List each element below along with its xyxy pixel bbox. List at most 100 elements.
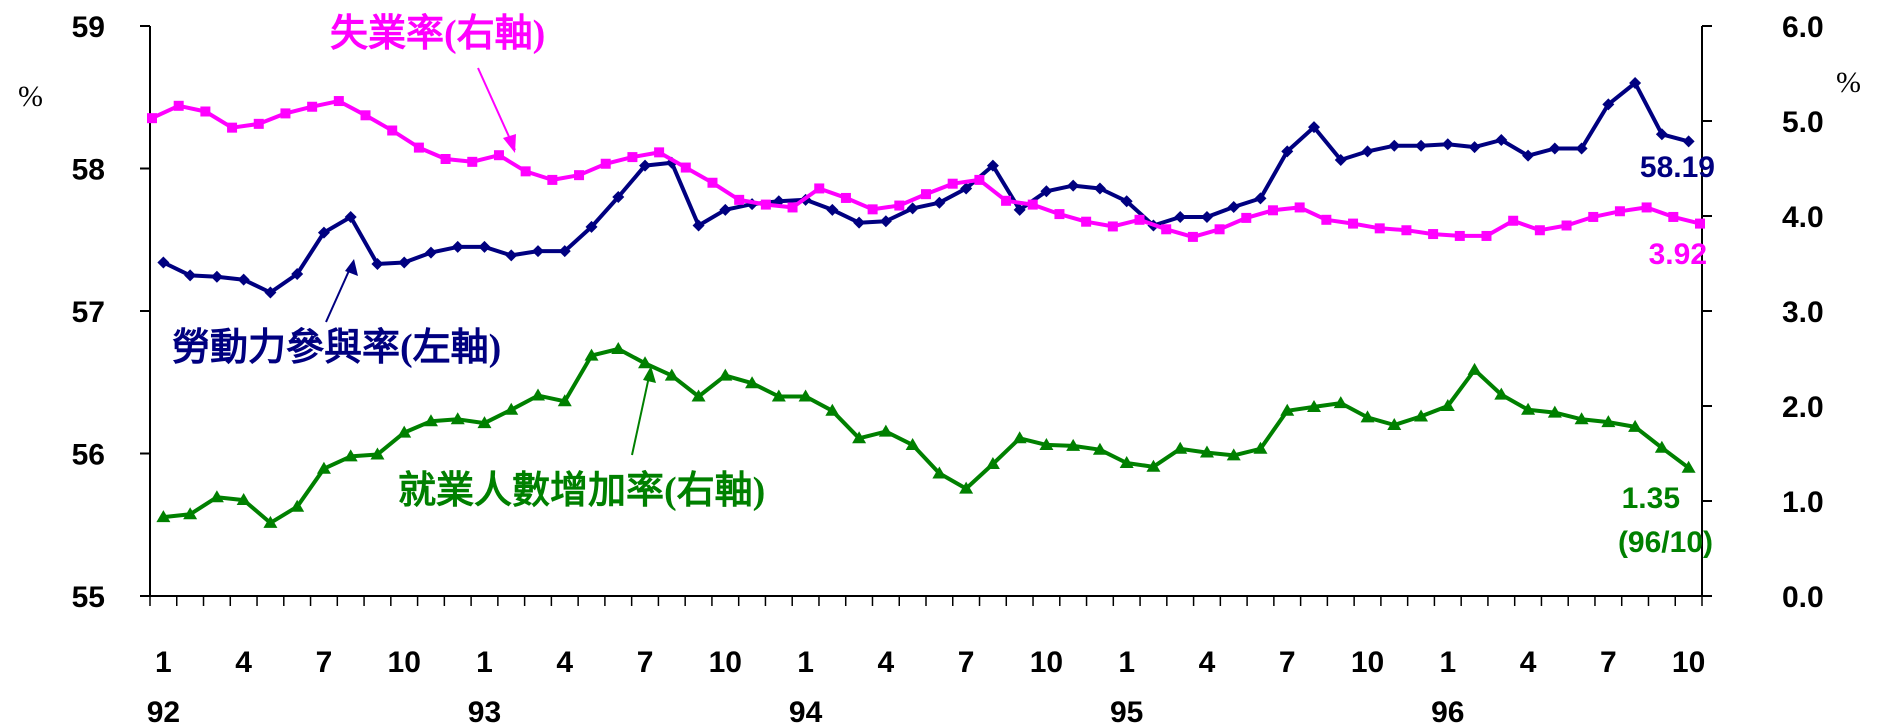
- x-axis-tick-label: 4: [878, 646, 895, 679]
- right-axis-tick-label: 0.0: [1782, 581, 1824, 614]
- employment-point: [1333, 396, 1348, 409]
- right-axis-tick-label: 2.0: [1782, 391, 1824, 424]
- employment-point: [1654, 440, 1669, 453]
- employment-point: [370, 447, 385, 460]
- employment-arrow: [631, 371, 651, 456]
- series-layer: [147, 77, 1705, 528]
- left-axis-tick-label: 56: [72, 439, 105, 472]
- employment-end-sublabel: (96/10): [1618, 526, 1713, 559]
- unemployment-point: [707, 177, 718, 188]
- employment-arrow-head: [643, 366, 656, 383]
- participation-point: [371, 257, 384, 270]
- unemployment-point: [1374, 223, 1385, 234]
- unemployment-point: [280, 108, 291, 119]
- unemployment-point: [627, 152, 638, 163]
- unemployment-point: [1054, 209, 1065, 220]
- left-axis-unit: %: [18, 80, 43, 113]
- unemployment-point: [974, 174, 985, 185]
- participation-point: [719, 203, 732, 216]
- employment-point: [1119, 456, 1134, 468]
- x-axis-year-label: 93: [468, 696, 501, 726]
- employment-point: [450, 412, 465, 425]
- unemployment-point: [1267, 205, 1278, 216]
- unemployment-point: [1508, 215, 1519, 226]
- employment-point: [1547, 405, 1562, 418]
- x-axis-tick-label: 7: [1600, 646, 1617, 679]
- employment-point: [1387, 418, 1402, 430]
- unemployment-point: [734, 194, 745, 205]
- left-axis-tick-label: 55: [72, 581, 105, 614]
- employment-point: [932, 466, 947, 479]
- employment-point: [209, 490, 224, 503]
- unemployment-point: [1001, 195, 1012, 206]
- participation-point: [1629, 77, 1642, 89]
- participation-point: [210, 270, 223, 283]
- employment-series-label: 就業人數增加率(右軸): [398, 470, 765, 512]
- participation-point: [826, 203, 839, 216]
- x-axis-year-label: 92: [147, 696, 180, 726]
- unemployment-point: [1614, 206, 1625, 217]
- employment-point: [1066, 438, 1081, 451]
- participation-point: [1040, 185, 1053, 198]
- x-axis-year-label: 94: [789, 696, 823, 726]
- participation-point: [1468, 141, 1481, 154]
- unemployment-point: [227, 122, 238, 133]
- x-axis-tick-label: 4: [556, 646, 573, 679]
- employment-point: [638, 356, 653, 369]
- employment-point: [959, 481, 974, 494]
- participation-point: [933, 196, 946, 209]
- x-axis: 1 4 7 10 1 4 7 10 1 4 7 10 1 4 7 10 1 4 7 10 92 93 94 95 96: [147, 596, 1705, 726]
- participation-point: [1308, 121, 1320, 134]
- participation-point: [879, 215, 892, 228]
- participation-point: [1655, 128, 1668, 141]
- left-axis-tick-label: 59: [72, 11, 105, 44]
- right-axis-tick-label: 5.0: [1782, 106, 1824, 139]
- employment-point: [878, 424, 893, 437]
- participation-point: [1361, 145, 1374, 158]
- participation-point: [291, 267, 304, 280]
- participation-point: [1013, 203, 1026, 216]
- participation-point: [1254, 192, 1267, 205]
- unemployment-line: [151, 99, 1701, 239]
- participation-arrow: [325, 263, 353, 323]
- unemployment-point: [520, 166, 531, 177]
- participation-point: [1415, 139, 1428, 152]
- unemployment-series: [147, 96, 1705, 242]
- x-axis-tick-label: 4: [1520, 646, 1537, 679]
- unemployment-point: [387, 125, 398, 136]
- x-axis-tick-label: 7: [316, 646, 333, 679]
- employment-point: [423, 414, 438, 427]
- employment-point: [852, 431, 867, 444]
- participation-point: [1067, 179, 1080, 192]
- employment-point: [985, 456, 1000, 469]
- x-axis-tick-label: 7: [1279, 646, 1296, 679]
- participation-point: [1575, 142, 1588, 155]
- employment-point: [825, 403, 840, 416]
- participation-point: [398, 256, 411, 269]
- unemployment-point: [200, 106, 211, 117]
- unemployment-point: [1454, 230, 1465, 241]
- participation-point: [906, 202, 919, 215]
- x-axis-year-label: 95: [1110, 696, 1143, 726]
- unemployment-point: [1161, 224, 1172, 235]
- unemployment-point: [1081, 216, 1092, 227]
- unemployment-point: [173, 100, 184, 111]
- participation-point: [1388, 139, 1401, 152]
- unemployment-point: [413, 142, 424, 153]
- unemployment-point: [1348, 218, 1359, 229]
- x-axis-tick-label: 10: [1030, 646, 1063, 679]
- unemployment-arrow-head: [503, 134, 516, 153]
- unemployment-point: [654, 147, 665, 158]
- x-axis-tick-label: 10: [1351, 646, 1384, 679]
- employment-point: [1199, 445, 1214, 458]
- participation-point: [692, 219, 705, 232]
- unemployment-point: [1668, 211, 1679, 222]
- employment-point: [1521, 402, 1536, 415]
- participation-series: [157, 77, 1695, 299]
- participation-point: [1200, 210, 1213, 223]
- right-axis-tick-label: 4.0: [1782, 201, 1824, 234]
- x-axis-year-label: 96: [1431, 696, 1464, 726]
- unemployment-point: [547, 174, 558, 185]
- unemployment-point: [1428, 229, 1439, 240]
